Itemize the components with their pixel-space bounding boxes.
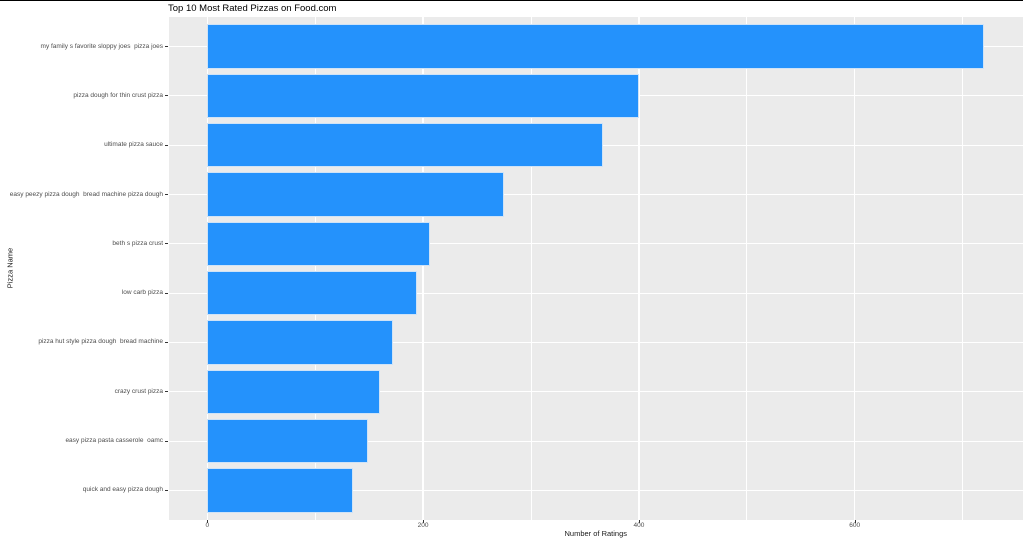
bar [207, 270, 417, 316]
bar [207, 369, 380, 414]
major-gridline [638, 17, 640, 520]
category-gridline [168, 243, 1023, 245]
y-tick-mark [165, 341, 168, 343]
bar [207, 172, 505, 217]
y-tick-mark [165, 440, 168, 442]
minor-gridline [314, 17, 316, 520]
category-gridline [168, 292, 1023, 294]
y-tick-label: easy pizza pasta casserole oamc [65, 437, 163, 445]
y-tick-label: low carb pizza [121, 289, 163, 297]
category-gridline [168, 391, 1023, 393]
plot-panel [168, 17, 1023, 520]
y-tick-label: beth s pizza crust [112, 239, 163, 247]
major-gridline [853, 17, 856, 520]
bar [207, 468, 353, 513]
y-tick-label: ultimate pizza sauce [104, 141, 163, 149]
y-tick-mark [165, 292, 168, 294]
y-tick-label: pizza hut style pizza dough bread machin… [38, 338, 163, 346]
y-tick-label: my family s favorite sloppy joes pizza j… [40, 42, 163, 50]
category-gridline [168, 489, 1023, 491]
y-tick-label: pizza dough for thin crust pizza [73, 91, 163, 99]
x-tick-label: 200 [417, 522, 429, 529]
major-gridline [422, 17, 424, 520]
y-tick-mark [165, 489, 168, 491]
y-tick-mark [165, 391, 168, 393]
x-tick-mark [638, 520, 640, 523]
y-axis-title: Pizza Name [5, 247, 15, 289]
category-gridline [168, 440, 1023, 442]
bar [207, 418, 369, 464]
y-tick-mark [165, 144, 168, 146]
top-border-line [0, 0, 1023, 1]
y-tick-mark [165, 46, 168, 48]
major-gridline [206, 17, 209, 520]
minor-gridline [746, 17, 748, 520]
category-gridline [168, 194, 1023, 196]
x-tick-mark [854, 520, 856, 523]
bar [207, 221, 430, 267]
y-tick-label: crazy crust pizza [114, 387, 163, 395]
bar [207, 320, 393, 365]
x-axis-title: Number of Ratings [564, 529, 628, 538]
category-gridline [168, 341, 1023, 343]
y-tick-mark [165, 95, 168, 97]
x-tick-label: 600 [849, 522, 861, 529]
x-tick-mark [423, 520, 425, 523]
chart-title: Top 10 Most Rated Pizzas on Food.com [168, 3, 337, 14]
bar [207, 24, 985, 69]
y-tick-label: easy peezy pizza dough bread machine piz… [9, 190, 163, 198]
x-tick-label: 400 [633, 522, 645, 529]
y-tick-label: quick and easy pizza dough [82, 486, 163, 494]
minor-gridline [530, 17, 532, 520]
bar [207, 123, 604, 168]
y-tick-mark [165, 243, 168, 245]
bar [207, 73, 639, 119]
x-tick-label: 0 [205, 522, 210, 529]
minor-gridline [962, 17, 963, 520]
y-tick-mark [165, 194, 168, 196]
x-tick-mark [207, 520, 209, 523]
